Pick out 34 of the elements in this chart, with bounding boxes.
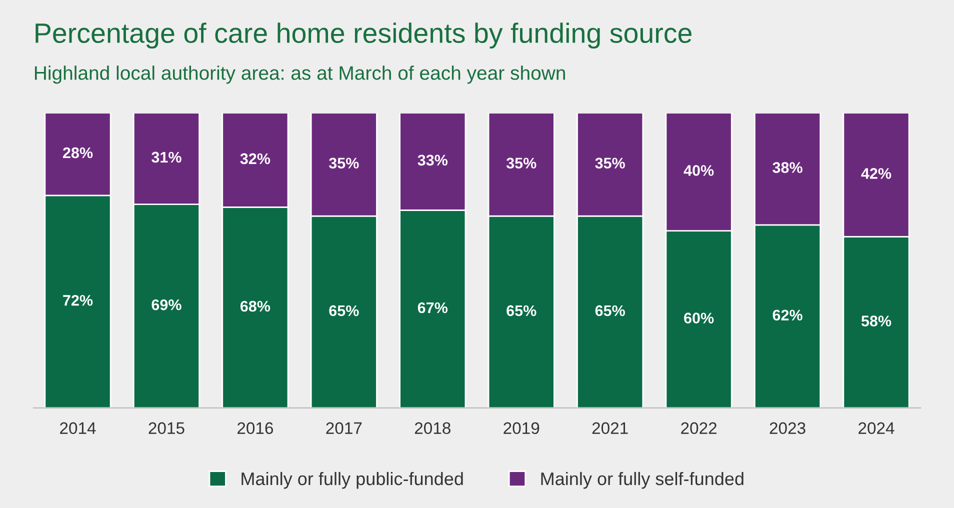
data-label: 32% [240, 153, 270, 164]
data-label: 31% [152, 152, 182, 163]
x-tick-label: 2018 [414, 422, 450, 434]
x-tick-label: 2023 [770, 422, 806, 434]
x-tick-label: 2024 [858, 422, 894, 434]
x-tick-label: 2022 [681, 422, 717, 434]
data-label: 28% [62, 147, 93, 158]
data-label: 40% [684, 165, 714, 176]
data-label: 65% [595, 305, 625, 316]
data-label: 68% [240, 300, 270, 312]
x-tick-label: 2019 [504, 422, 540, 434]
data-label: 58% [861, 316, 892, 326]
x-tick-label: 2021 [592, 422, 628, 434]
legend-label: Mainly or fully public-funded [242, 472, 463, 489]
chart-subtitle: Highland local authority area: as at March of each year shown [34, 66, 565, 84]
data-label: 60% [684, 312, 714, 324]
data-label: 65% [329, 305, 359, 316]
x-tick-label: 2016 [237, 422, 274, 434]
data-label: 35% [595, 158, 625, 169]
data-label: 35% [328, 158, 359, 169]
chart-title: Percentage of care home residents by funding source [36, 22, 692, 49]
x-tick-label: 2014 [60, 422, 96, 434]
data-label: 33% [418, 154, 448, 166]
data-label: 38% [772, 162, 802, 173]
x-tick-label: 2017 [326, 422, 362, 434]
data-label: 42% [861, 168, 892, 179]
data-label: 69% [152, 299, 182, 310]
x-tick-label: 2015 [148, 422, 184, 434]
data-label: 65% [506, 305, 536, 316]
data-label: 62% [772, 310, 802, 321]
legend-label: Mainly or fully self-funded [541, 472, 744, 489]
data-label: 35% [506, 158, 536, 169]
data-label: 67% [418, 302, 448, 314]
data-label: 72% [63, 294, 93, 306]
